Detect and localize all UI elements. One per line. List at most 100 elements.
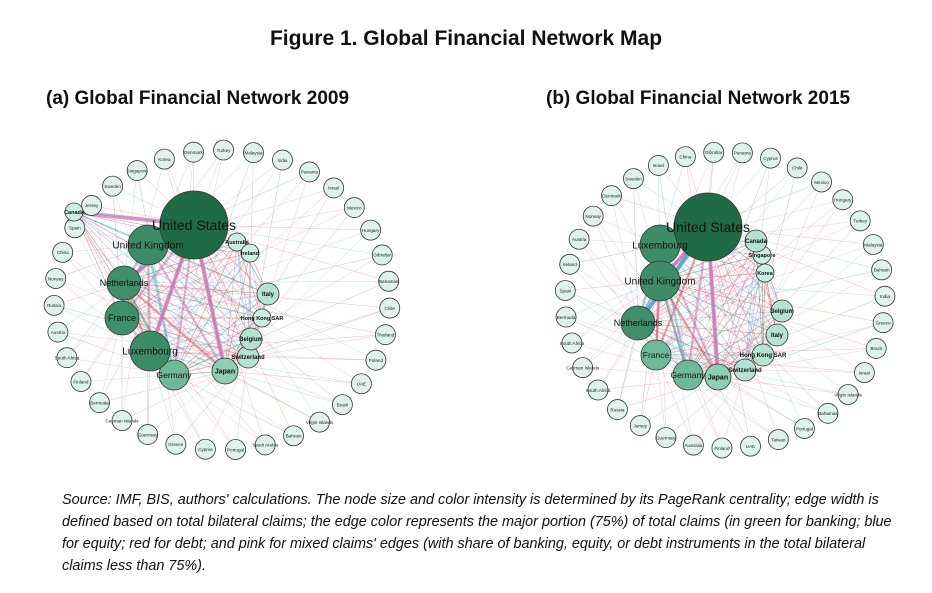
- b-edge: [655, 167, 798, 356]
- b-node-label: Ireland: [563, 262, 577, 267]
- a-node-virgin-islands: Virgin Islands: [306, 411, 334, 433]
- b-node-label: Brazil: [870, 346, 882, 351]
- a-node-label: Belgium: [239, 337, 263, 343]
- a-node-guernsey: Guernsey: [137, 424, 158, 445]
- b-edge: [744, 158, 771, 371]
- a-node-label: Italy: [262, 292, 275, 298]
- a-edge: [247, 334, 386, 358]
- b-node-label: Bahrain: [874, 268, 890, 273]
- a-edge: [136, 170, 175, 376]
- panel-a-title: (a) Global Financial Network 2009: [46, 88, 350, 109]
- b-node-guernsey: Guernsey: [655, 427, 677, 448]
- a-node-label: Sweden: [104, 184, 121, 189]
- b-node-taiwan: Taiwan: [767, 429, 789, 450]
- a-node-cyprus: Cyprus: [195, 438, 216, 460]
- a-edge: [147, 244, 343, 405]
- a-node-austria: Austria: [47, 321, 69, 343]
- b-edge: [717, 254, 763, 378]
- b-edge: [659, 280, 884, 323]
- a-edge: [173, 149, 224, 376]
- b-node-label: Finland: [714, 446, 730, 451]
- b-edge: [665, 369, 746, 438]
- b-edge: [659, 244, 849, 395]
- a-edge: [224, 370, 362, 385]
- a-node-label: Brazil: [337, 402, 349, 407]
- a-node-label: Canada: [64, 210, 85, 216]
- b-node-cayman-islands: Cayman Islands: [566, 357, 600, 379]
- a-edge: [149, 187, 334, 352]
- b-node-label: Norway: [585, 214, 601, 219]
- a-edge: [224, 370, 320, 423]
- b-node-switzerland: [733, 358, 757, 382]
- b-edge: [640, 376, 719, 426]
- b-node-gibraltar: Gibraltar: [703, 141, 725, 163]
- a-edge: [193, 224, 266, 446]
- b-node-label: France: [643, 350, 670, 360]
- b-edge: [707, 226, 751, 447]
- b-edge: [565, 290, 657, 356]
- b-node-label: Switzerland: [728, 368, 762, 374]
- a-edge: [123, 280, 389, 284]
- b-edge: [633, 178, 639, 324]
- b-node-label: India: [880, 294, 890, 299]
- a-node-france: [104, 300, 140, 336]
- a-node-china: China: [52, 241, 74, 263]
- a-node-label: Malaysia: [244, 150, 263, 155]
- b-node-israel: Israel: [854, 362, 875, 384]
- b-edge: [717, 244, 874, 378]
- b-edge: [762, 272, 766, 356]
- a-edge: [66, 357, 175, 376]
- b-edge: [637, 254, 763, 324]
- a-edge: [205, 356, 249, 450]
- a-edge: [249, 252, 252, 340]
- a-node-india: India: [272, 149, 293, 171]
- b-edge: [687, 152, 714, 376]
- b-node-ireland: Ireland: [559, 253, 581, 275]
- a-node-label: France: [108, 313, 136, 323]
- a-node-uae: UAE: [350, 373, 372, 395]
- b-edge: [637, 310, 783, 324]
- b-node-label: South Africa: [586, 388, 611, 393]
- b-node-label: Israel: [859, 370, 870, 375]
- a-edge: [91, 205, 123, 319]
- a-node-label: Thailand: [377, 332, 395, 337]
- a-edge: [121, 317, 226, 372]
- b-node-label: Russia: [610, 407, 624, 412]
- a-node-label: Luxembourg: [122, 347, 178, 358]
- b-edge: [565, 316, 689, 376]
- a-node-canada: [64, 202, 84, 222]
- b-node-label: Italy: [771, 333, 784, 339]
- a-node-label: Japan: [215, 368, 235, 375]
- b-node-label: Guernsey: [656, 435, 677, 440]
- b-edge: [721, 369, 746, 449]
- a-edge: [80, 374, 175, 382]
- b-node-label: Israel: [653, 163, 664, 168]
- a-edge: [173, 307, 390, 376]
- a-node-label: Mexico: [347, 205, 362, 210]
- a-node-label: United States: [152, 217, 236, 233]
- a-edge: [121, 244, 149, 421]
- b-node-virgin-islands: Virgin Islands: [834, 384, 863, 405]
- a-edge: [55, 278, 249, 358]
- b-edge: [687, 254, 763, 376]
- a-edge: [121, 252, 251, 319]
- b-edge: [637, 322, 746, 371]
- a-edge: [73, 211, 249, 358]
- a-node-label: Finland: [73, 379, 89, 384]
- b-edge: [655, 181, 822, 356]
- a-edge: [247, 356, 376, 361]
- a-node-label: Jersey: [85, 203, 99, 208]
- a-node-hungary: Hungary: [360, 219, 382, 241]
- b-node-label: Cayman Islands: [566, 365, 600, 370]
- a-node-label: Cyprus: [198, 447, 213, 452]
- a-node-label: Ireland: [241, 251, 259, 257]
- a-edge: [91, 205, 226, 372]
- b-edge: [571, 342, 689, 376]
- a-edge: [149, 293, 269, 352]
- b-node-denmark: Denmark: [601, 185, 622, 207]
- a-edge: [121, 370, 226, 421]
- b-edge: [637, 244, 874, 324]
- b-edge: [717, 272, 766, 378]
- a-node-portugal: Portugal: [225, 439, 246, 460]
- b-node-label: Austria: [572, 237, 587, 242]
